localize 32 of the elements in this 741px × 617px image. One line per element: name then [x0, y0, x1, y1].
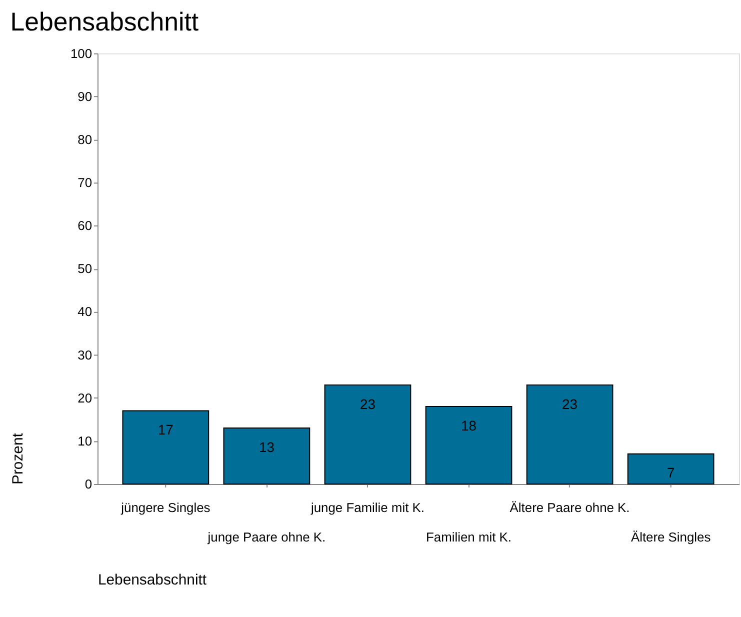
bar [425, 406, 512, 484]
bar [324, 384, 412, 484]
data-label: 7 [666, 464, 675, 481]
chart-title: Lebensabschnitt [10, 8, 199, 36]
data-label: 23 [562, 396, 578, 412]
y-tick-label: 60 [78, 218, 92, 234]
y-tick-label: 0 [84, 476, 92, 492]
bar [223, 428, 310, 484]
bar [526, 384, 614, 484]
y-tick-label: 80 [78, 132, 92, 147]
x-tick-label: Familien mit K. [426, 530, 512, 545]
x-tick-label: junge Familie mit K. [310, 500, 424, 515]
x-tick-label: Ältere Paare ohne K. [510, 500, 630, 515]
bar [122, 410, 210, 484]
x-tick-label: jüngere Singles [120, 500, 210, 515]
x-tick-label: Ältere Singles [630, 530, 711, 545]
data-label: 23 [360, 396, 376, 412]
data-label: 18 [461, 417, 477, 434]
y-tick-label: 40 [78, 304, 92, 320]
y-tick-label: 20 [78, 390, 92, 406]
y-tick-label: 30 [78, 347, 92, 362]
y-tick-label: 50 [78, 261, 92, 276]
y-tick-label: 100 [70, 46, 92, 61]
y-tick-label: 10 [78, 433, 92, 448]
data-label: 13 [258, 438, 275, 455]
y-axis-title: Prozent [10, 432, 27, 484]
bar [627, 453, 714, 484]
y-tick-label: 90 [78, 88, 92, 104]
x-tick-label: junge Paare ohne K. [206, 530, 326, 545]
x-axis-title: Lebensabschnitt [98, 572, 208, 588]
y-tick-label: 70 [78, 174, 92, 190]
data-label: 17 [158, 422, 174, 438]
